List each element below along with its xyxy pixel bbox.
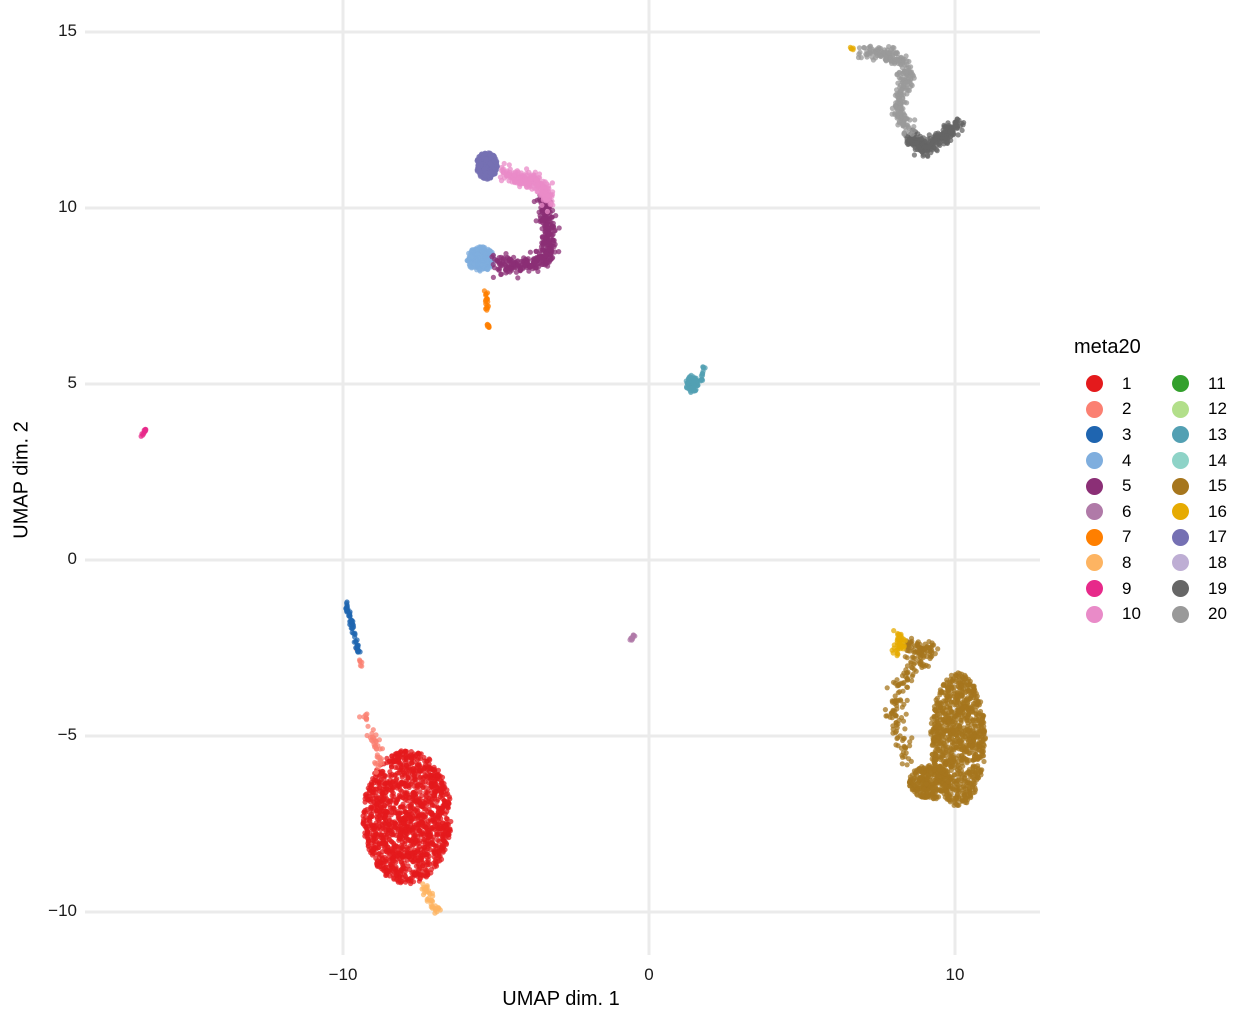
legend-item: 17 (1160, 525, 1240, 551)
legend-swatch (1086, 400, 1103, 418)
legend-label: 11 (1208, 373, 1226, 393)
legend-item: 16 (1160, 499, 1240, 525)
legend-swatch (1172, 375, 1189, 393)
legend-item: 5 (1074, 473, 1160, 499)
x-tick-label: −10 (328, 965, 358, 984)
legend-item: 20 (1160, 601, 1240, 627)
legend-swatch (1172, 605, 1189, 623)
y-tick-label: −5 (57, 725, 77, 744)
legend-item: 11 (1160, 371, 1240, 397)
legend-label: 12 (1208, 399, 1227, 419)
data-points (138, 43, 989, 916)
legend-item: 1 (1074, 371, 1160, 397)
legend-item: 3 (1074, 422, 1160, 448)
y-tick-label: 15 (58, 21, 77, 40)
gridlines (85, 0, 1040, 955)
legend-label: 9 (1122, 578, 1132, 598)
legend-label: 13 (1208, 424, 1227, 444)
legend-label: 3 (1122, 424, 1132, 444)
legend-label: 20 (1208, 604, 1227, 624)
legend-swatch (1086, 477, 1103, 495)
legend-swatch (1172, 554, 1189, 572)
y-tick-label: 10 (58, 197, 77, 216)
legend-title: meta20 (1074, 336, 1141, 358)
legend-item: 4 (1074, 448, 1160, 474)
legend-item: 13 (1160, 422, 1240, 448)
legend-label: 17 (1208, 527, 1227, 547)
legend-item: 9 (1074, 576, 1160, 602)
legend-item: 18 (1160, 550, 1240, 576)
legend-label: 14 (1208, 450, 1227, 470)
y-tick-label: −10 (48, 901, 77, 920)
y-tick-label: 5 (67, 373, 77, 392)
legend-items: 1 2 3 4 5 6 7 8 9 10 11 12 13 14 15 16 17 18 19 20 (1074, 371, 1240, 627)
legend-label: 7 (1122, 527, 1132, 547)
legend-swatch (1172, 580, 1189, 598)
legend-swatch (1086, 580, 1103, 598)
legend-label: 2 (1122, 399, 1132, 419)
legend-item: 6 (1074, 499, 1160, 525)
legend-swatch (1086, 503, 1103, 521)
legend: meta20 1 2 3 4 5 6 7 8 9 10 11 12 13 14 15 16 17 18 19 20 (1074, 336, 1240, 627)
legend-swatch (1172, 477, 1189, 495)
legend-item: 10 (1074, 601, 1160, 627)
legend-swatch (1172, 426, 1189, 444)
legend-item: 2 (1074, 397, 1160, 423)
x-axis-label: UMAP dim. 1 (502, 988, 620, 1010)
legend-swatch (1086, 605, 1103, 623)
legend-swatch (1086, 528, 1103, 546)
legend-item: 14 (1160, 448, 1240, 474)
legend-label: 1 (1122, 373, 1132, 393)
legend-item: 7 (1074, 525, 1160, 551)
y-axis-label: UMAP dim. 2 (10, 421, 33, 539)
legend-label: 4 (1122, 450, 1132, 470)
legend-swatch (1172, 503, 1189, 521)
legend-label: 10 (1122, 604, 1141, 624)
legend-label: 15 (1208, 476, 1227, 496)
legend-swatch (1086, 452, 1103, 470)
x-tick-label: 10 (945, 965, 965, 984)
legend-item: 8 (1074, 550, 1160, 576)
x-tick-label: 0 (644, 965, 654, 984)
legend-item: 19 (1160, 576, 1240, 602)
legend-swatch (1172, 528, 1189, 546)
legend-label: 19 (1208, 578, 1227, 598)
legend-swatch (1086, 426, 1103, 444)
legend-label: 16 (1208, 501, 1227, 521)
legend-swatch (1086, 554, 1103, 572)
legend-item: 12 (1160, 397, 1240, 423)
y-tick-label: 0 (67, 549, 77, 568)
legend-swatch (1172, 452, 1189, 470)
legend-item: 15 (1160, 473, 1240, 499)
legend-label: 8 (1122, 552, 1132, 572)
legend-swatch (1172, 400, 1189, 418)
legend-label: 5 (1122, 476, 1132, 496)
legend-swatch (1086, 375, 1103, 393)
legend-label: 18 (1208, 552, 1227, 572)
legend-label: 6 (1122, 501, 1132, 521)
